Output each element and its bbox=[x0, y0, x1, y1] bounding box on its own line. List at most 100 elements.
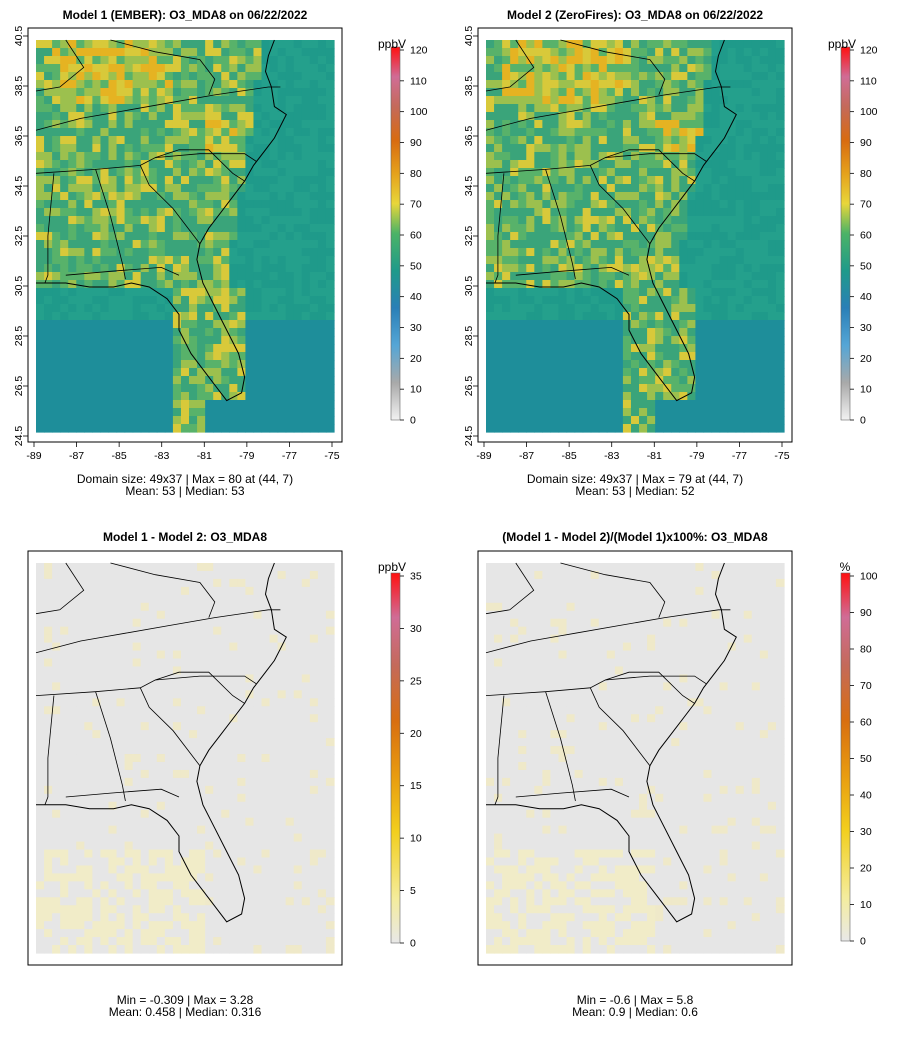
colorbar-tick-label: 35 bbox=[410, 571, 422, 583]
colorbar-3-unit: ppbV bbox=[378, 560, 406, 574]
map-panel-4 bbox=[477, 550, 793, 966]
colorbar-tick-label: 30 bbox=[410, 623, 422, 635]
colorbar-tick-label: 30 bbox=[860, 322, 872, 334]
colorbar-tick-label: 0 bbox=[860, 936, 866, 948]
panel-2-title: Model 2 (ZeroFires): O3_MDA8 on 06/22/20… bbox=[507, 8, 763, 22]
y-tick-label: 36.5 bbox=[13, 126, 25, 147]
colorbar-tick-label: 10 bbox=[410, 833, 422, 845]
x-tick-label: -81 bbox=[197, 450, 212, 462]
colorbar-tick-label: 90 bbox=[410, 137, 422, 149]
y-tick-label: 26.5 bbox=[463, 376, 475, 397]
colorbar-tick-label: 5 bbox=[410, 885, 416, 897]
colorbar-tick-label: 40 bbox=[860, 790, 872, 802]
x-tick-label: -85 bbox=[112, 450, 127, 462]
x-tick-label: -77 bbox=[282, 450, 297, 462]
y-tick-label: 38.5 bbox=[13, 76, 25, 97]
x-tick-label: -85 bbox=[562, 450, 577, 462]
y-tick-label: 26.5 bbox=[13, 376, 25, 397]
colorbar-tick-label: 110 bbox=[860, 75, 877, 87]
colorbar-tick-label: 20 bbox=[410, 353, 422, 365]
colorbar-tick-label: 30 bbox=[860, 826, 872, 838]
colorbar-4-unit: % bbox=[840, 560, 851, 574]
map-panel-2 bbox=[477, 27, 793, 443]
map-panel-3 bbox=[27, 550, 343, 966]
x-tick-label: -89 bbox=[26, 450, 41, 462]
colorbar-tick-label: 120 bbox=[410, 45, 428, 57]
y-tick-label: 40.5 bbox=[13, 26, 25, 47]
colorbar-tick-label: 100 bbox=[410, 106, 428, 118]
panel-2-stats-line2: Mean: 53 | Median: 52 bbox=[575, 484, 695, 498]
colorbar-tick-label: 60 bbox=[860, 717, 872, 729]
colorbar-tick-label: 50 bbox=[860, 753, 872, 765]
panel-4-title: (Model 1 - Model 2)/(Model 1)x100%: O3_M… bbox=[502, 530, 768, 544]
y-tick-label: 40.5 bbox=[463, 26, 475, 47]
y-tick-label: 28.5 bbox=[13, 326, 25, 347]
colorbar-tick-label: 30 bbox=[410, 322, 422, 334]
colorbar-1-unit: ppbV bbox=[378, 37, 406, 51]
colorbar-tick-label: 80 bbox=[410, 168, 422, 180]
panel-2-stats-line1: Domain size: 49x37 | Max = 79 at (44, 7) bbox=[527, 472, 743, 486]
colorbar-tick-label: 80 bbox=[860, 168, 872, 180]
colorbar-tick-label: 50 bbox=[860, 260, 872, 272]
panel-1-stats-line1: Domain size: 49x37 | Max = 80 at (44, 7) bbox=[77, 472, 293, 486]
x-tick-label: -87 bbox=[519, 450, 534, 462]
colorbar-tick-label: 90 bbox=[860, 137, 872, 149]
y-tick-label: 30.5 bbox=[13, 276, 25, 297]
y-tick-label: 28.5 bbox=[463, 326, 475, 347]
x-tick-label: -83 bbox=[604, 450, 619, 462]
colorbar-tick-label: 0 bbox=[410, 938, 416, 950]
colorbar-tick-label: 10 bbox=[860, 384, 872, 396]
map-panel-1 bbox=[27, 27, 343, 443]
axes-ticks: -89 -87 -85 -83 -81 -79 -77 -75 40.5 38.5 36.5 34.5… bbox=[13, 26, 790, 462]
panel-3-stats-line1: Min = -0.309 | Max = 3.28 bbox=[117, 993, 254, 1007]
colorbar-tick-label: 20 bbox=[860, 863, 872, 875]
colorbar-tick-label: 15 bbox=[410, 780, 422, 792]
colorbar-tick-label: 20 bbox=[860, 353, 872, 365]
y-tick-label: 32.5 bbox=[463, 226, 475, 247]
y-tick-label: 36.5 bbox=[463, 126, 475, 147]
colorbar-tick-label: 100 bbox=[860, 106, 878, 118]
colorbar-tick-label: 70 bbox=[410, 199, 422, 211]
colorbar-tick-label: 110 bbox=[410, 75, 427, 87]
colorbar-tick-label: 25 bbox=[410, 675, 422, 687]
colorbar-tick-label: 10 bbox=[410, 384, 422, 396]
colorbar-4 bbox=[840, 572, 851, 942]
panel-3-title: Model 1 - Model 2: O3_MDA8 bbox=[103, 530, 267, 544]
colorbar-2-unit: ppbV bbox=[828, 37, 856, 51]
colorbar-ticks: 1201101009080706050403020100120110100908… bbox=[400, 45, 878, 950]
colorbar-tick-label: 60 bbox=[860, 230, 872, 242]
y-tick-label: 34.5 bbox=[463, 176, 475, 197]
panel-3-stats-line2: Mean: 0.458 | Median: 0.316 bbox=[109, 1005, 262, 1019]
panel-4-stats-line2: Mean: 0.9 | Median: 0.6 bbox=[572, 1005, 698, 1019]
y-tick-label: 38.5 bbox=[463, 76, 475, 97]
colorbar-tick-label: 70 bbox=[860, 199, 872, 211]
colorbar-tick-label: 120 bbox=[860, 45, 878, 57]
colorbar-1 bbox=[390, 46, 401, 421]
colorbar-tick-label: 0 bbox=[860, 415, 866, 427]
y-tick-label: 24.5 bbox=[13, 426, 25, 447]
colorbar-tick-label: 70 bbox=[860, 680, 872, 692]
x-tick-label: -79 bbox=[239, 450, 254, 462]
y-tick-label: 34.5 bbox=[13, 176, 25, 197]
colorbar-tick-label: 90 bbox=[860, 607, 872, 619]
colorbar-tick-label: 100 bbox=[860, 571, 878, 583]
y-tick-label: 32.5 bbox=[13, 226, 25, 247]
colorbar-tick-label: 0 bbox=[410, 415, 416, 427]
x-tick-label: -75 bbox=[324, 450, 339, 462]
colorbar-tick-label: 10 bbox=[860, 899, 872, 911]
panel-1-stats-line2: Mean: 53 | Median: 53 bbox=[125, 484, 245, 498]
panel-4-stats-line1: Min = -0.6 | Max = 5.8 bbox=[577, 993, 694, 1007]
colorbar-tick-label: 50 bbox=[410, 260, 422, 272]
y-tick-label: 30.5 bbox=[463, 276, 475, 297]
x-tick-label: -89 bbox=[476, 450, 491, 462]
colorbar-tick-label: 60 bbox=[410, 230, 422, 242]
colorbar-tick-label: 40 bbox=[410, 291, 422, 303]
x-tick-label: -77 bbox=[732, 450, 747, 462]
colorbar-3 bbox=[390, 572, 401, 944]
x-tick-label: -75 bbox=[774, 450, 789, 462]
x-tick-label: -83 bbox=[154, 450, 169, 462]
x-tick-label: -79 bbox=[689, 450, 704, 462]
panel-1-title: Model 1 (EMBER): O3_MDA8 on 06/22/2022 bbox=[63, 8, 308, 22]
colorbar-tick-label: 20 bbox=[410, 728, 422, 740]
